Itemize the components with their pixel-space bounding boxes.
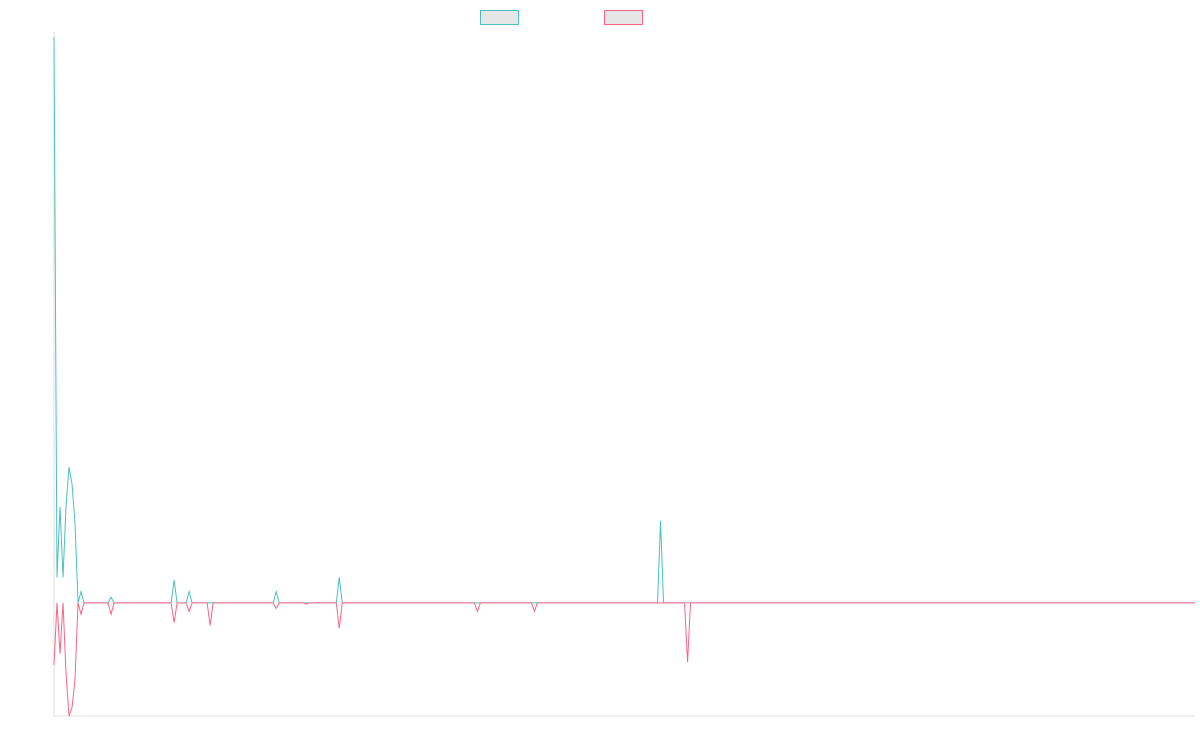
legend-swatch-series-1[interactable] xyxy=(480,10,519,25)
series-line-2[interactable] xyxy=(53,602,1195,717)
series-line-1[interactable] xyxy=(53,36,1195,604)
legend-swatch-series-2[interactable] xyxy=(604,10,643,25)
series-layer xyxy=(53,36,1195,717)
